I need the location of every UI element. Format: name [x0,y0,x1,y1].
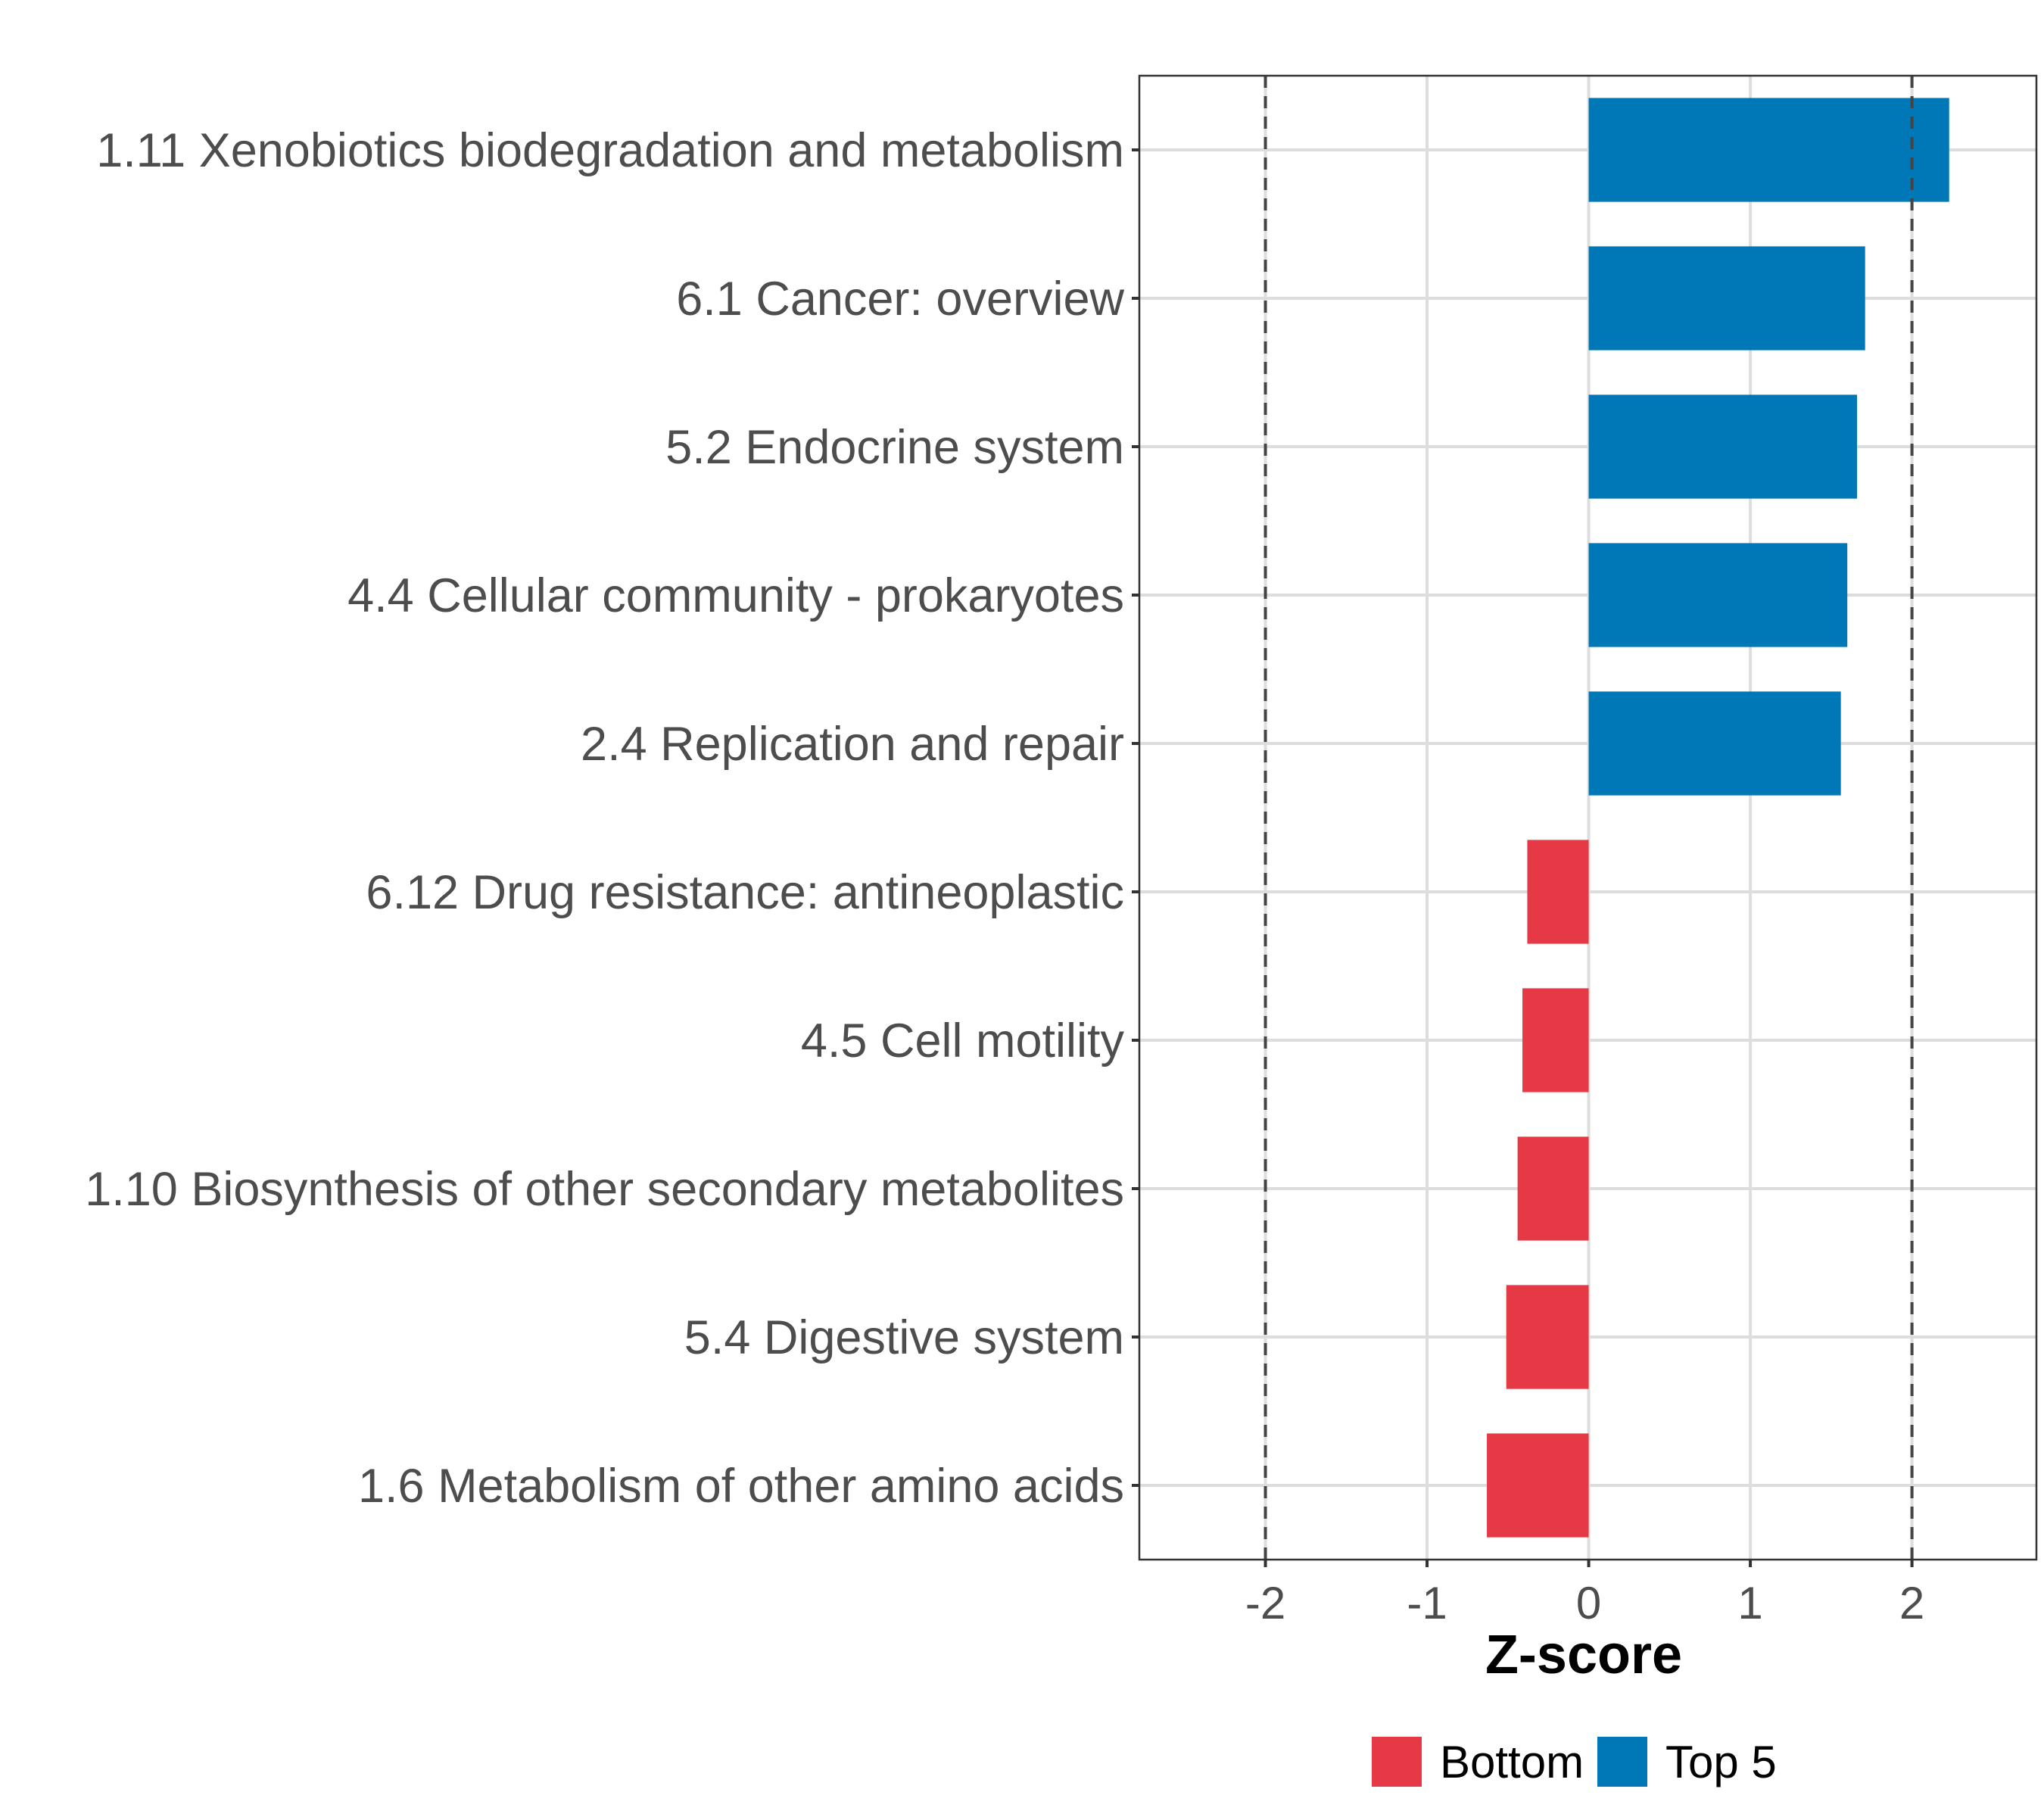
bar [1588,543,1848,647]
bar [1588,691,1841,796]
y-tick-label: 1.6 Metabolism of other amino acids [358,1460,1124,1513]
y-tick-label: 4.4 Cellular community - prokaryotes [347,569,1124,622]
bar [1588,246,1865,351]
y-tick-label: 6.1 Cancer: overview [676,273,1124,326]
bar [1588,98,1949,202]
y-tick-label: 2.4 Replication and repair [581,718,1124,771]
x-tick-label: -2 [1245,1578,1285,1628]
bar [1506,1285,1589,1389]
legend-swatch-bottom-5 [1372,1737,1422,1787]
bar [1527,840,1589,944]
y-tick-label: 5.2 Endocrine system [665,421,1124,474]
legend-swatch-top-5 [1597,1737,1647,1787]
bar-layer [1487,98,1949,1538]
y-tick-label: 4.5 Cell motility [801,1014,1125,1067]
x-tick-label: -1 [1407,1578,1447,1628]
x-tick-label: 1 [1737,1578,1762,1628]
legend-label-top-5: Top 5 [1665,1737,1777,1787]
x-axis-title: Z-score [1485,1625,1682,1685]
y-tick-label: 5.4 Digestive system [684,1311,1124,1364]
reference-lines [1263,76,1914,1560]
y-tick-label: 6.12 Drug resistance: antineoplastic [366,866,1124,919]
y-tick-label: 1.11 Xenobiotics biodegradation and meta… [96,124,1124,177]
y-tick-label: 1.10 Biosynthesis of other secondary met… [85,1163,1124,1216]
legend-label-bottom-5: Bottom 5 [1440,1737,1622,1787]
legend: Bottom 5 Top 5 [1372,1737,1777,1787]
bar [1517,1136,1589,1241]
x-tick-label: 2 [1899,1578,1924,1628]
x-axis: -2 -1 0 1 2 [1245,1560,1924,1628]
x-tick-label: 0 [1576,1578,1601,1628]
y-axis: 1.11 Xenobiotics biodegradation and meta… [85,124,1139,1513]
bar [1522,988,1589,1092]
bar [1588,394,1857,499]
bar [1487,1433,1589,1538]
